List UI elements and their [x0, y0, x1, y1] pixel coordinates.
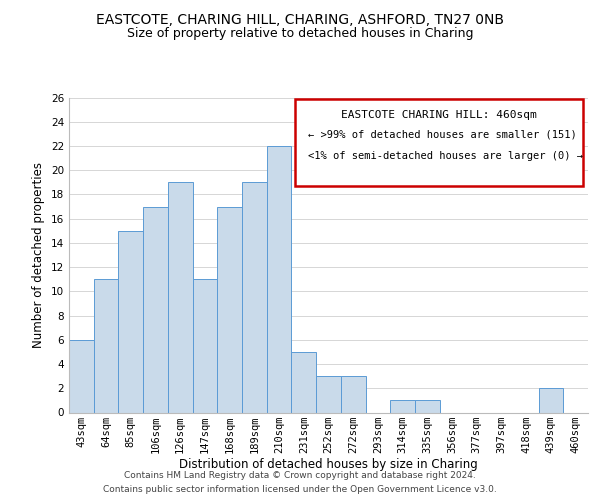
Bar: [193, 279, 217, 412]
Text: EASTCOTE CHARING HILL: 460sqm: EASTCOTE CHARING HILL: 460sqm: [341, 110, 536, 120]
FancyBboxPatch shape: [295, 99, 583, 186]
X-axis label: Distribution of detached houses by size in Charing: Distribution of detached houses by size …: [179, 458, 478, 471]
Text: Size of property relative to detached houses in Charing: Size of property relative to detached ho…: [127, 28, 473, 40]
Y-axis label: Number of detached properties: Number of detached properties: [32, 162, 46, 348]
Bar: [415, 400, 440, 412]
Bar: [267, 146, 292, 412]
Bar: [539, 388, 563, 412]
Bar: [390, 400, 415, 412]
Bar: [217, 206, 242, 412]
Bar: [316, 376, 341, 412]
Text: Contains HM Land Registry data © Crown copyright and database right 2024.
Contai: Contains HM Land Registry data © Crown c…: [103, 472, 497, 494]
Bar: [69, 340, 94, 412]
Text: EASTCOTE, CHARING HILL, CHARING, ASHFORD, TN27 0NB: EASTCOTE, CHARING HILL, CHARING, ASHFORD…: [96, 12, 504, 26]
Bar: [341, 376, 365, 412]
Bar: [94, 279, 118, 412]
Text: ← >99% of detached houses are smaller (151): ← >99% of detached houses are smaller (1…: [308, 129, 577, 139]
Bar: [118, 231, 143, 412]
Text: <1% of semi-detached houses are larger (0) →: <1% of semi-detached houses are larger (…: [308, 151, 583, 161]
Bar: [168, 182, 193, 412]
Bar: [143, 206, 168, 412]
Bar: [242, 182, 267, 412]
Bar: [292, 352, 316, 412]
